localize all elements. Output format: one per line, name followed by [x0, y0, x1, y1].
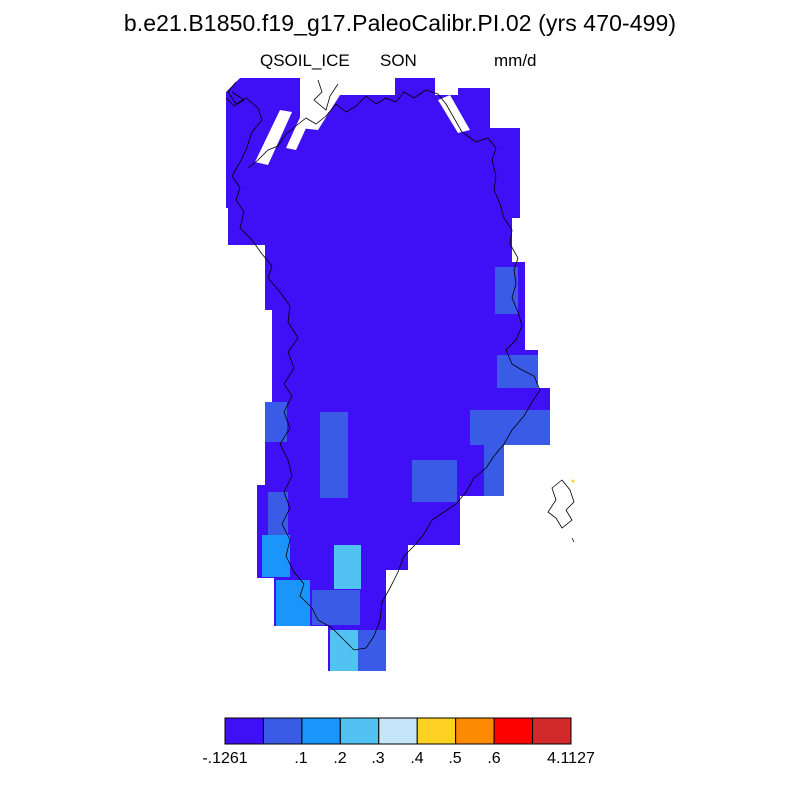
colorbar-box: [493, 717, 534, 745]
north-gap: [226, 78, 240, 92]
colorbar-box: [339, 717, 380, 745]
value-cells: [262, 267, 550, 671]
variable-label: QSOIL_ICE: [260, 51, 350, 70]
ice-field-base: [226, 78, 550, 671]
season-label: SON: [380, 51, 417, 70]
units-label: mm/d: [494, 51, 537, 70]
grid-cell: [484, 445, 504, 496]
colorbar-box: [455, 717, 495, 745]
grid-cell: [262, 535, 290, 577]
grid-cell: [497, 355, 538, 388]
colorbar-label: .1: [294, 750, 308, 767]
grid-cell: [495, 267, 518, 314]
colorbar-box: [224, 717, 264, 745]
north-gap: [255, 110, 292, 165]
coastline: [225, 79, 575, 651]
grid-cell: [412, 460, 457, 502]
grid-cell: [320, 412, 348, 498]
grid-cell: [268, 492, 288, 535]
marker-dot: [571, 479, 575, 483]
colorbar-box: [262, 717, 303, 745]
colorbar-box: [532, 717, 572, 745]
grid-cell: [470, 410, 550, 445]
colorbar-box: [378, 717, 418, 745]
map-title: b.e21.B1850.f19_g17.PaleoCalibr.PI.02 (y…: [123, 10, 677, 36]
colorbar-label: .2: [333, 750, 347, 767]
coastline-fragment: [571, 537, 575, 543]
grid-cell: [276, 580, 310, 626]
coastline-arctic-island: [313, 79, 339, 111]
colorbar: [224, 717, 572, 745]
colorbar-label: .5: [448, 750, 462, 767]
coastline-arctic-island: [225, 91, 245, 107]
colorbar-label: 4.1127: [547, 750, 595, 767]
colorbar-label: .4: [410, 750, 424, 767]
colorbar-box: [416, 717, 457, 745]
grid-cell: [265, 402, 287, 442]
colorbar-label: .6: [487, 750, 501, 767]
coastline-greenland: [227, 81, 541, 651]
colorbar-label: .3: [371, 750, 385, 767]
colorbar-label: -.1261: [202, 750, 248, 767]
grid-cell: [357, 630, 386, 671]
grid-cell: [330, 630, 358, 671]
coastline-iceland: [547, 479, 575, 529]
ice-field: [226, 78, 550, 671]
grid-cell: [312, 590, 360, 625]
colorbar-box: [301, 717, 341, 745]
north-gap: [300, 78, 350, 130]
grid-cell: [334, 545, 361, 589]
